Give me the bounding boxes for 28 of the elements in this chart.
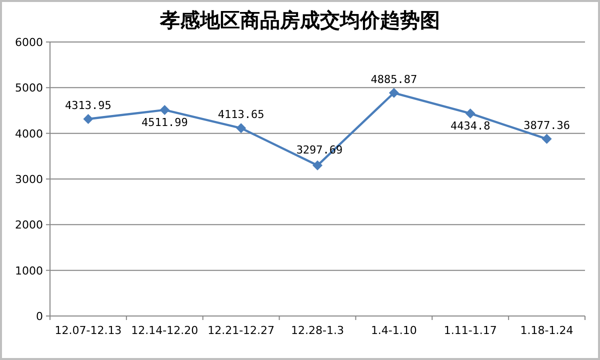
y-tick-label: 1000 <box>15 264 43 278</box>
point <box>388 88 399 98</box>
x-tick-label: 12.07-12.13 <box>54 324 122 337</box>
point <box>312 160 322 170</box>
point <box>83 114 94 124</box>
point <box>160 104 170 115</box>
y-tick-label: 6000 <box>15 36 43 49</box>
y-tick-label: 5000 <box>15 82 43 95</box>
data-label: 3877.36 <box>524 118 570 132</box>
y-tick-label: 2000 <box>15 218 43 232</box>
point <box>542 134 552 144</box>
data-label: 4113.65 <box>218 108 264 122</box>
x-tick-label: 1.11-1.17 <box>444 324 497 337</box>
data-label: 4313.95 <box>65 98 112 112</box>
x-tick-label: 12.21-12.27 <box>208 324 275 337</box>
x-tick-label: 1.4-1.10 <box>370 324 417 337</box>
data-label: 4434.8 <box>450 119 490 132</box>
x-tick-label: 1.18-1.24 <box>520 324 574 337</box>
point <box>465 108 476 118</box>
point <box>236 123 246 134</box>
x-tick-label: 12.28-1.3 <box>291 324 344 337</box>
data-label: 4511.99 <box>141 116 188 129</box>
y-tick-label: 3000 <box>15 173 43 186</box>
x-tick-label: 12.14-12.20 <box>131 324 198 337</box>
data-label: 4885.87 <box>370 72 418 86</box>
y-tick-label: 0 <box>36 310 43 323</box>
chart-title: 孝感地区商品房成交均价趋势图 <box>159 8 440 32</box>
y-tick-label: 4000 <box>15 127 43 140</box>
